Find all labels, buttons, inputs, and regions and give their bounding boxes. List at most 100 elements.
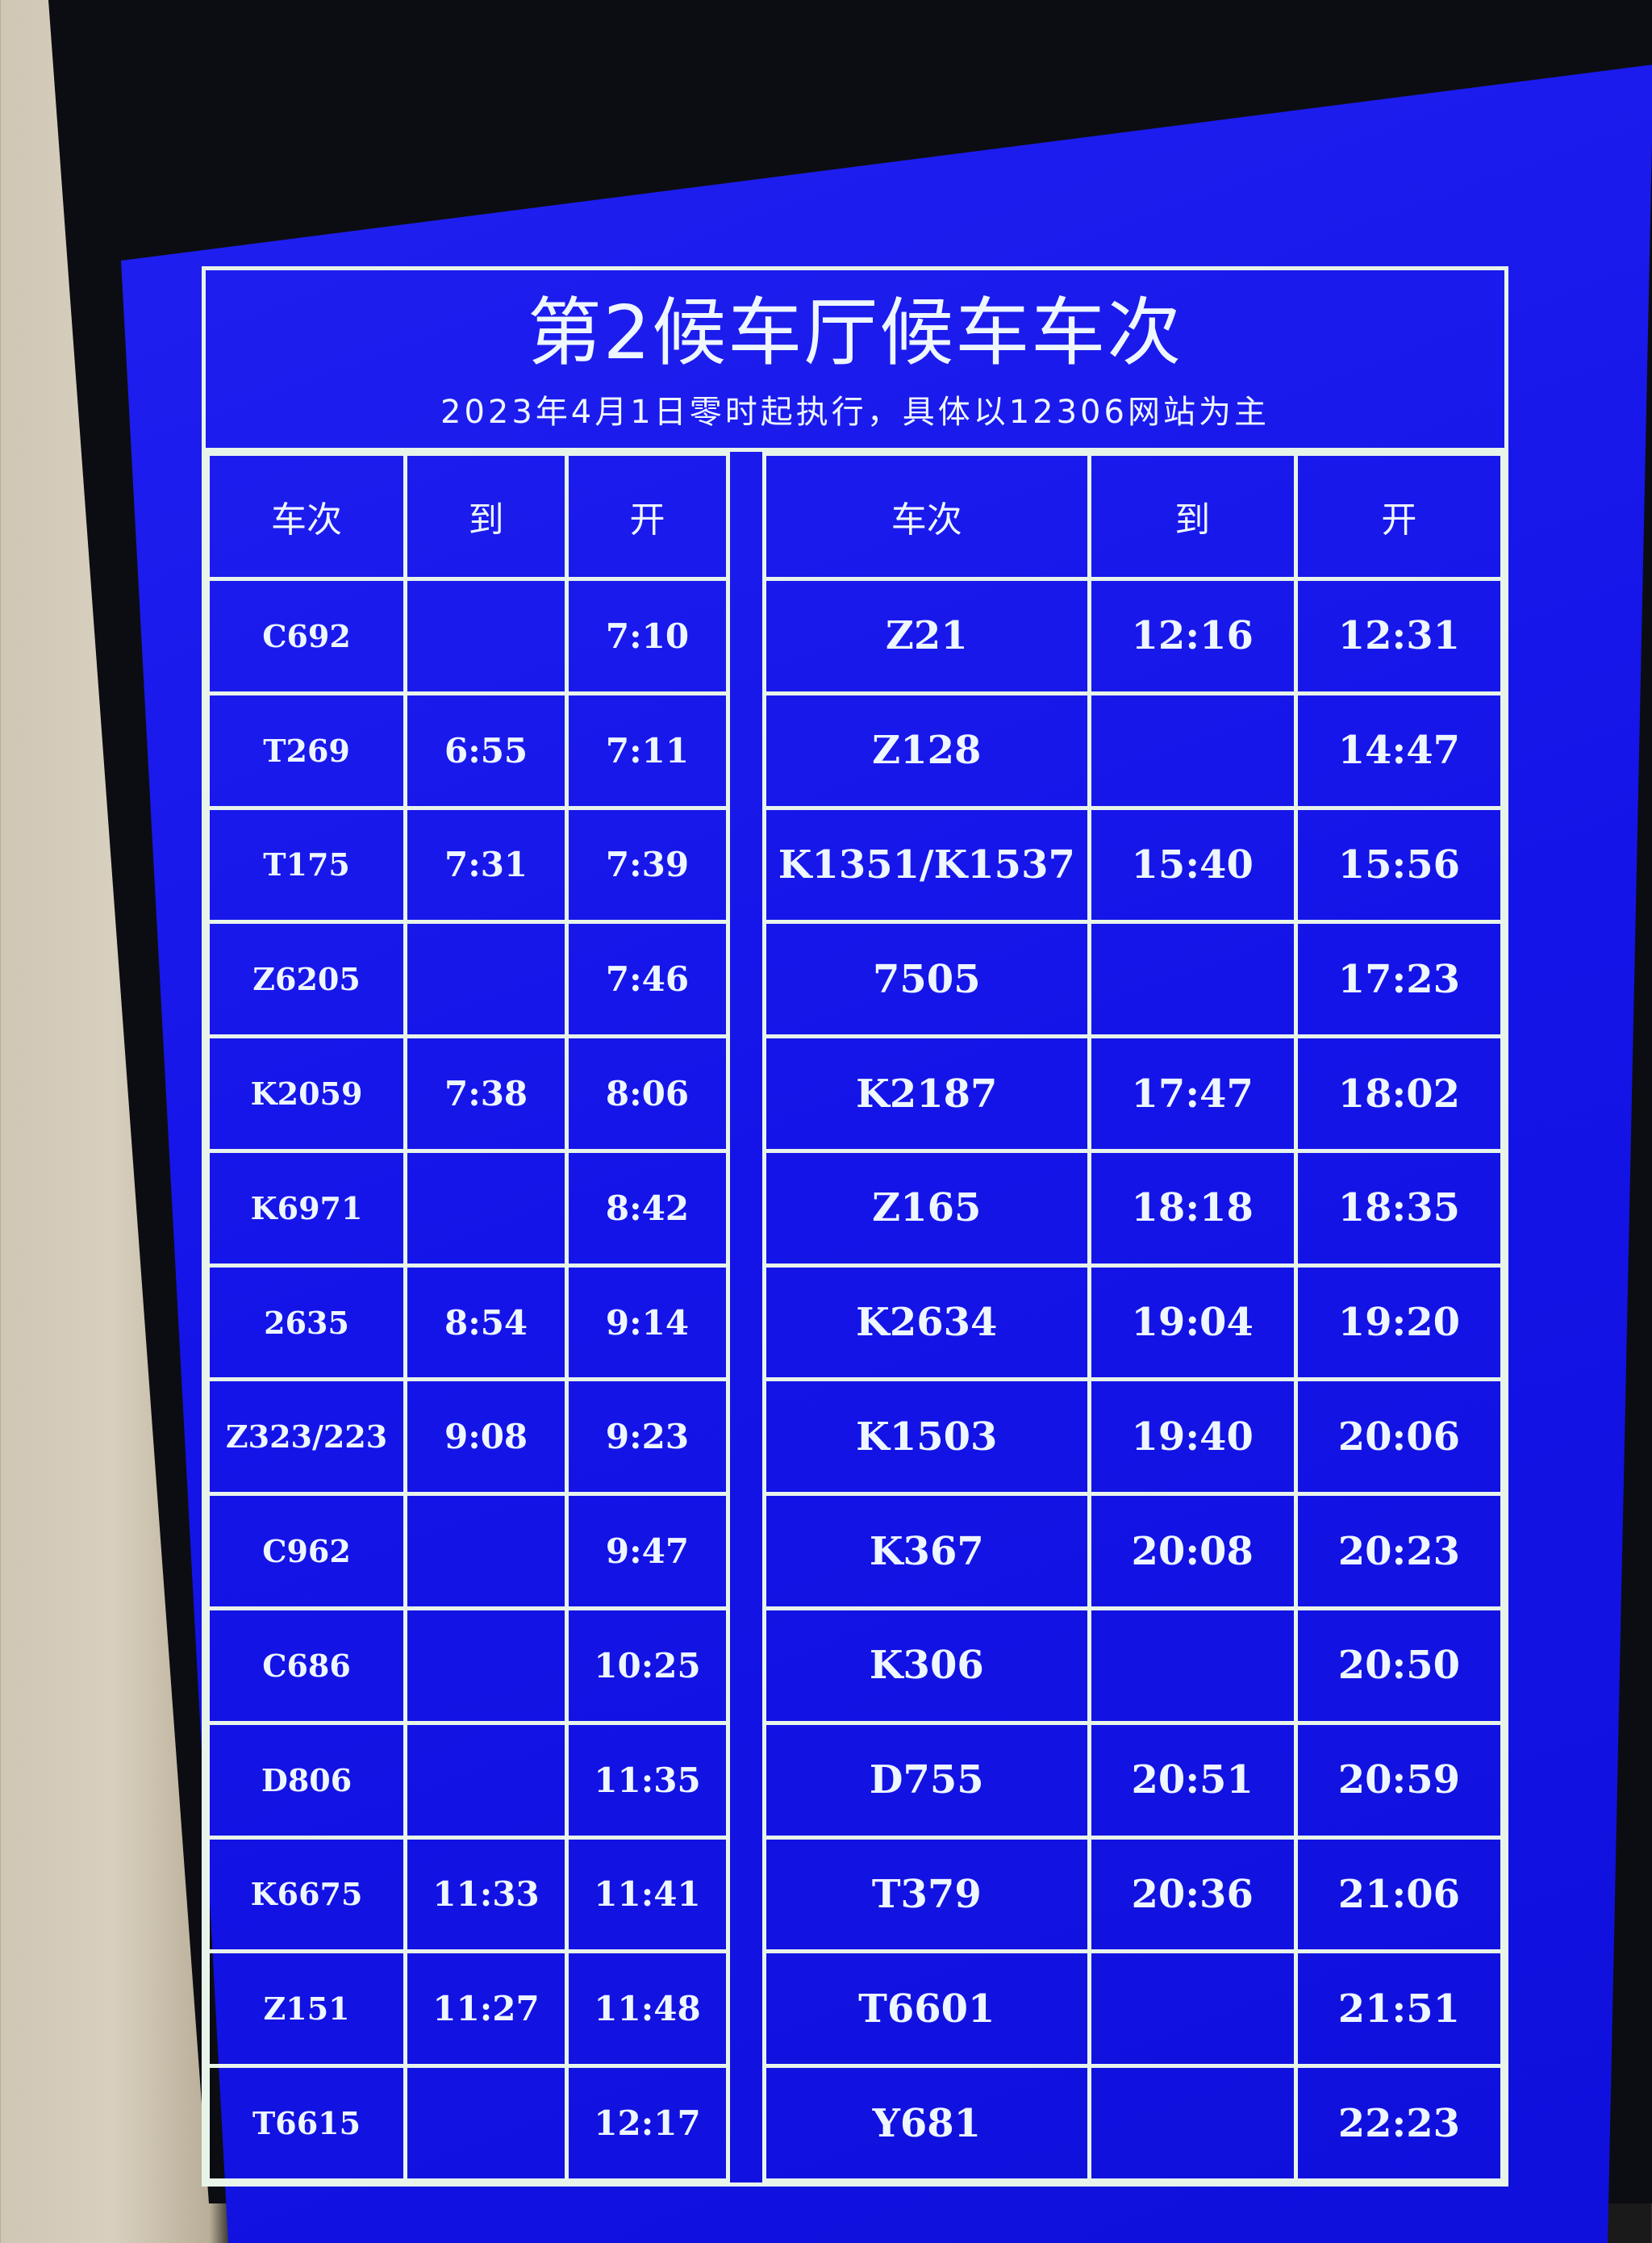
arrival-time: 17:47 xyxy=(1087,1034,1298,1153)
timetable-right: 车次 到 开 Z21 12:16 12:31 Z128 14:47 K1351/K1537… xyxy=(762,452,1505,2182)
arrival-time xyxy=(403,1606,569,1725)
header-arrive: 到 xyxy=(403,452,569,581)
table-row: Z323/223 9:08 9:23 xyxy=(205,1377,730,1497)
train-number: C962 xyxy=(205,1492,408,1611)
departure-time: 18:35 xyxy=(1293,1148,1505,1268)
train-number: K2187 xyxy=(762,1034,1091,1153)
table-row: 7505 17:23 xyxy=(762,920,1505,1039)
table-row: Z151 11:27 11:48 xyxy=(205,1949,730,2069)
departure-time: 7:10 xyxy=(565,577,730,695)
table-row: T6601 21:51 xyxy=(762,1949,1505,2069)
header-depart: 开 xyxy=(1293,452,1505,581)
train-number: C686 xyxy=(205,1606,408,1725)
train-number: K6971 xyxy=(205,1148,408,1268)
table-row: K1351/K1537 15:40 15:56 xyxy=(762,805,1505,925)
train-number: K2059 xyxy=(205,1034,408,1153)
timetable-left: 车次 到 开 C692 7:10 T269 6:55 7:11 T175 7:31 7:39 Z… xyxy=(205,452,730,2182)
train-number: K306 xyxy=(762,1606,1091,1725)
train-number: T175 xyxy=(205,805,408,925)
departure-time: 9:47 xyxy=(565,1492,730,1611)
arrival-time: 20:36 xyxy=(1087,1835,1298,1954)
arrival-time: 11:27 xyxy=(403,1949,569,2069)
arrival-time: 18:18 xyxy=(1087,1148,1298,1268)
train-number: K1503 xyxy=(762,1377,1091,1497)
table-row: K6675 11:33 11:41 xyxy=(205,1835,730,1954)
train-number: Z128 xyxy=(762,691,1091,810)
train-number: K6675 xyxy=(205,1835,408,1954)
train-number: T269 xyxy=(205,691,408,810)
train-number: T6601 xyxy=(762,1949,1091,2069)
train-number: Z323/223 xyxy=(205,1377,408,1497)
table-row: D755 20:51 20:59 xyxy=(762,1720,1505,1840)
train-number: Z6205 xyxy=(205,920,408,1039)
arrival-time xyxy=(1087,1606,1298,1725)
departure-time: 8:06 xyxy=(565,1034,730,1153)
table-row: K306 20:50 xyxy=(762,1606,1505,1725)
departure-time: 12:17 xyxy=(565,2064,730,2182)
arrival-time: 9:08 xyxy=(403,1377,569,1497)
table-row: C962 9:47 xyxy=(205,1492,730,1611)
arrival-time: 15:40 xyxy=(1087,805,1298,925)
table-row: Z165 18:18 18:35 xyxy=(762,1148,1505,1268)
departure-time: 11:35 xyxy=(565,1720,730,1840)
train-number: K2634 xyxy=(762,1263,1091,1382)
departure-time: 19:20 xyxy=(1293,1263,1505,1382)
departure-time: 7:46 xyxy=(565,920,730,1039)
arrival-time xyxy=(1087,920,1298,1039)
departure-time: 9:14 xyxy=(565,1263,730,1382)
table-row: Z128 14:47 xyxy=(762,691,1505,810)
departure-time: 20:59 xyxy=(1293,1720,1505,1840)
departure-time: 9:23 xyxy=(565,1377,730,1497)
arrival-time xyxy=(403,920,569,1039)
train-number: Z151 xyxy=(205,1949,408,2069)
header-train: 车次 xyxy=(205,452,408,581)
departure-time: 22:23 xyxy=(1293,2064,1505,2182)
arrival-time xyxy=(403,577,569,695)
departure-time: 20:23 xyxy=(1293,1492,1505,1611)
table-row: T379 20:36 21:06 xyxy=(762,1835,1505,1954)
departure-time: 20:06 xyxy=(1293,1377,1505,1497)
table-row: K1503 19:40 20:06 xyxy=(762,1377,1505,1497)
train-number: T6615 xyxy=(205,2064,408,2182)
arrival-time xyxy=(1087,1949,1298,2069)
table-row: C692 7:10 xyxy=(205,577,730,695)
departure-time: 17:23 xyxy=(1293,920,1505,1039)
departure-time: 7:11 xyxy=(565,691,730,810)
departure-time: 11:48 xyxy=(565,1949,730,2069)
train-number: T379 xyxy=(762,1835,1091,1954)
board-header: 第2候车厅候车车次 2023年4月1日零时起执行，具体以12306网站为主 xyxy=(206,270,1504,452)
table-row: Z6205 7:46 xyxy=(205,920,730,1039)
arrival-time: 6:55 xyxy=(403,691,569,810)
train-number: K367 xyxy=(762,1492,1091,1611)
table-row: D806 11:35 xyxy=(205,1720,730,1840)
table-row: K367 20:08 20:23 xyxy=(762,1492,1505,1611)
train-number: K1351/K1537 xyxy=(762,805,1091,925)
arrival-time xyxy=(403,2064,569,2182)
arrival-time xyxy=(403,1492,569,1611)
departure-time: 18:02 xyxy=(1293,1034,1505,1153)
header-depart: 开 xyxy=(565,452,730,581)
table-row: Y681 22:23 xyxy=(762,2064,1505,2182)
arrival-time: 20:51 xyxy=(1087,1720,1298,1840)
arrival-time: 19:04 xyxy=(1087,1263,1298,1382)
arrival-time: 11:33 xyxy=(403,1835,569,1954)
board-title: 第2候车厅候车车次 xyxy=(527,290,1183,376)
arrival-time xyxy=(1087,691,1298,810)
arrival-time: 8:54 xyxy=(403,1263,569,1382)
departure-time: 14:47 xyxy=(1293,691,1505,810)
board-subtitle: 2023年4月1日零时起执行，具体以12306网站为主 xyxy=(440,394,1270,431)
table-row: K6971 8:42 xyxy=(205,1148,730,1268)
departure-time: 8:42 xyxy=(565,1148,730,1268)
table-row: K2187 17:47 18:02 xyxy=(762,1034,1505,1153)
arrival-time: 7:31 xyxy=(403,805,569,925)
departure-time: 21:06 xyxy=(1293,1835,1505,1954)
arrival-time xyxy=(403,1720,569,1840)
train-number: 2635 xyxy=(205,1263,408,1382)
departure-time: 20:50 xyxy=(1293,1606,1505,1725)
departure-time: 12:31 xyxy=(1293,577,1505,695)
arrival-time: 12:16 xyxy=(1087,577,1298,695)
timetable-board: 第2候车厅候车车次 2023年4月1日零时起执行，具体以12306网站为主 车次… xyxy=(202,266,1508,2187)
arrival-time xyxy=(403,1148,569,1268)
table-row: K2634 19:04 19:20 xyxy=(762,1263,1505,1382)
table-row: C686 10:25 xyxy=(205,1606,730,1725)
